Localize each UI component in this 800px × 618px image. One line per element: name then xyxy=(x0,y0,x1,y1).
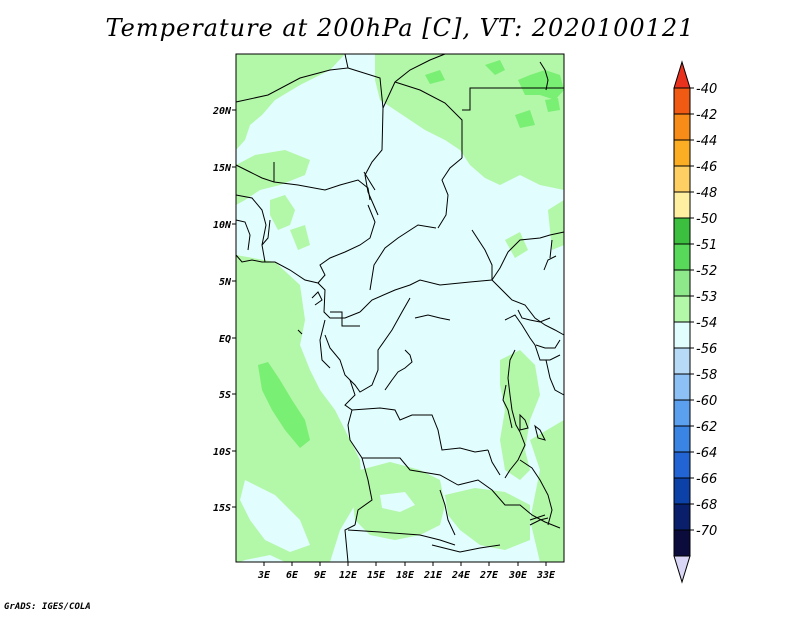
colorbar-label: -60 xyxy=(696,394,717,409)
colorbar-segment xyxy=(673,113,691,141)
colorbar: -40 -42 -44 -46 -48 -50 -51 -52 -53 -54 -56 -58 -60 -… xyxy=(673,60,717,584)
colorbar-segment xyxy=(673,399,691,427)
lat-label: 15N xyxy=(213,163,232,174)
colorbar-segment xyxy=(673,425,691,453)
lat-label: 5S xyxy=(219,390,231,401)
colorbar-label: -53 xyxy=(696,290,717,305)
lon-label: 24E xyxy=(451,570,471,581)
map-frame xyxy=(235,53,565,563)
lat-label: 10S xyxy=(213,447,231,458)
colorbar-segment xyxy=(673,191,691,219)
lat-label: 10N xyxy=(213,220,232,231)
colorbar-segment xyxy=(673,243,691,271)
colorbar-label: -62 xyxy=(696,420,717,435)
colorbar-bottom-triangle xyxy=(673,555,691,584)
lon-label: 6E xyxy=(286,570,299,581)
lon-label: 30E xyxy=(508,570,528,581)
colorbar-segment xyxy=(673,321,691,349)
colorbar-segment xyxy=(673,217,691,245)
colorbar-segment xyxy=(673,373,691,401)
colorbar-label: -46 xyxy=(696,160,717,175)
colorbar-label: -51 xyxy=(696,238,717,253)
grads-credit: GrADS: IGES/COLA xyxy=(4,602,91,612)
colorbar-label: -68 xyxy=(696,498,717,513)
colorbar-segment xyxy=(673,529,691,557)
colorbar-label: -44 xyxy=(696,134,717,149)
colorbar-label: -64 xyxy=(696,446,717,461)
chart-title: Temperature at 200hPa [C], VT: 202010012… xyxy=(105,14,695,42)
country-borders xyxy=(235,53,565,563)
colorbar-label: -50 xyxy=(696,212,717,227)
colorbar-segment xyxy=(673,87,691,115)
colorbar-segment xyxy=(673,451,691,479)
colorbar-label: -52 xyxy=(696,264,717,279)
lon-label: 18E xyxy=(396,570,415,581)
fill-minus54-holes xyxy=(240,140,430,562)
colorbar-label: -70 xyxy=(696,524,717,539)
colorbar-label: -42 xyxy=(696,108,717,123)
lon-label: 15E xyxy=(367,570,386,581)
colorbar-label: -58 xyxy=(696,368,717,383)
lon-label: 3E xyxy=(257,570,271,581)
colorbar-label: -66 xyxy=(696,472,717,487)
longitude-axis: 3E 6E 9E 12E 15E 18E 21E 24E 27E 30E 33E xyxy=(257,562,556,581)
colorbar-top-triangle xyxy=(673,60,691,89)
colorbar-segment xyxy=(673,139,691,167)
lon-label: 9E xyxy=(314,570,327,581)
lat-label: 5N xyxy=(219,277,232,288)
colorbar-segment xyxy=(673,477,691,505)
lon-label: 27E xyxy=(479,570,499,581)
colorbar-segment xyxy=(673,269,691,297)
colorbar-segment xyxy=(673,347,691,375)
lat-label: 20N xyxy=(212,106,232,117)
colorbar-segment xyxy=(673,165,691,193)
map-panel xyxy=(235,53,565,563)
colorbar-label: -48 xyxy=(696,186,717,201)
lon-label: 33E xyxy=(536,570,556,581)
colorbar-label: -54 xyxy=(696,316,717,331)
lon-label: 12E xyxy=(339,570,358,581)
fill-minus52-regions xyxy=(258,60,564,448)
colorbar-label: -56 xyxy=(696,342,717,357)
colorbar-segment xyxy=(673,295,691,323)
colorbar-segment xyxy=(673,503,691,531)
lat-label: 15S xyxy=(213,503,231,514)
lon-label: 21E xyxy=(423,570,443,581)
colorbar-label: -40 xyxy=(696,82,717,97)
lat-label: EQ xyxy=(219,334,231,345)
latitude-axis: 20N 15N 10N 5N EQ 5S 10S 15S xyxy=(212,106,236,514)
